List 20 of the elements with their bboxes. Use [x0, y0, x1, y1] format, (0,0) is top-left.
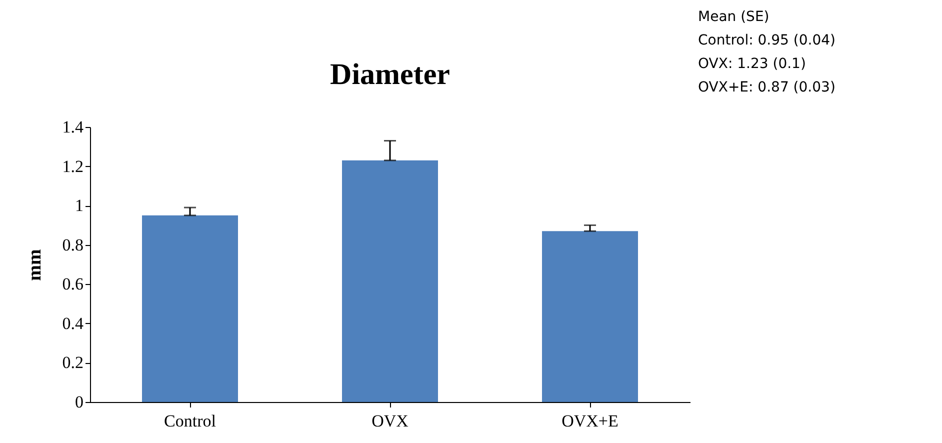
bar — [142, 215, 238, 402]
text: OVX: 1.23 (0.1) — [698, 56, 806, 72]
chart-title: Diameter — [330, 58, 450, 91]
y-tick-label: 0 — [75, 392, 84, 412]
y-tick-label: 1.2 — [62, 156, 84, 176]
y-tick-label: 1.4 — [62, 118, 84, 136]
y-axis-title: mm — [24, 249, 46, 281]
text: OVX+E: 0.87 (0.03) — [698, 80, 836, 96]
x-tick-label: OVX+E — [562, 412, 618, 430]
x-tick-label: OVX — [372, 412, 408, 430]
y-tick-label: 1 — [75, 196, 84, 216]
text: Mean (SE) — [698, 9, 770, 25]
y-tick-label: 0.4 — [62, 314, 84, 333]
y-tick-label: 0.2 — [62, 353, 84, 372]
bar — [342, 160, 438, 402]
bar — [542, 231, 638, 402]
text: Control: 0.95 (0.04) — [698, 32, 836, 48]
x-tick-label: Control — [164, 412, 216, 430]
y-tick-label: 0.8 — [62, 235, 84, 254]
y-tick-label: 0.6 — [62, 274, 84, 294]
